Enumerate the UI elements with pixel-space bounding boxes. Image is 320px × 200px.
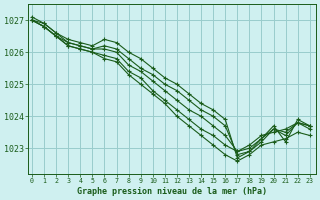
X-axis label: Graphe pression niveau de la mer (hPa): Graphe pression niveau de la mer (hPa) xyxy=(77,187,267,196)
